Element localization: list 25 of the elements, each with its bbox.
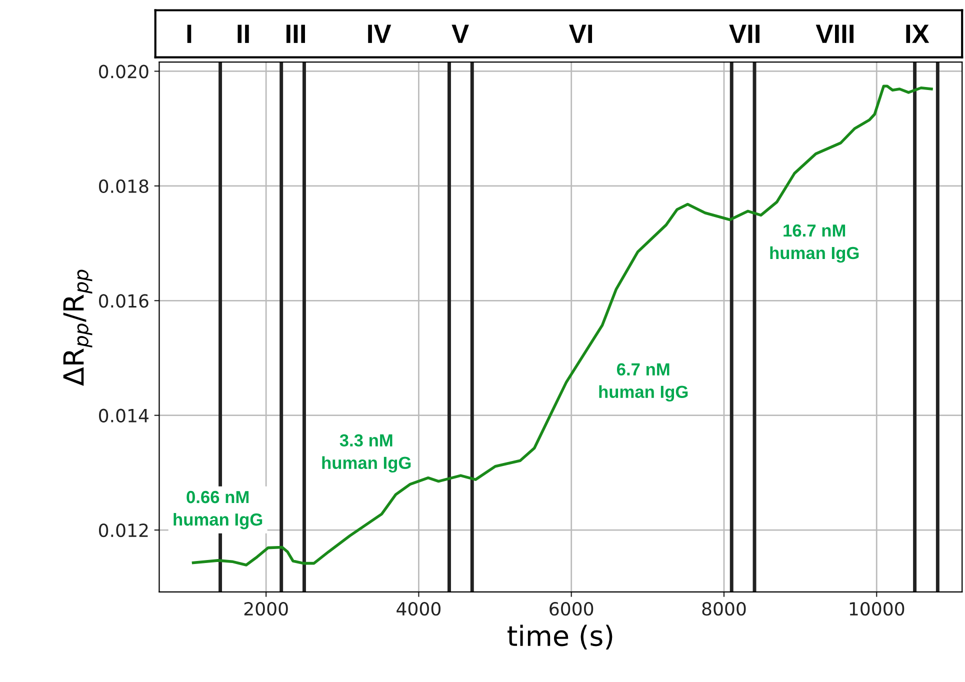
y-tick-label: 0.018 bbox=[99, 179, 148, 194]
y-tick-label: 0.020 bbox=[99, 64, 148, 78]
text: IX bbox=[906, 24, 930, 43]
y-tick-label: 0.016 bbox=[99, 294, 148, 308]
text: I bbox=[187, 24, 192, 43]
text: II bbox=[238, 24, 249, 43]
y-axis-title: ΔR$_{pp}$/R$_{pp}$ bbox=[63, 270, 92, 386]
text: IV bbox=[368, 24, 392, 43]
annotation: 3.3 nM human IgG bbox=[322, 434, 411, 473]
x-tick-label: 10000 bbox=[850, 602, 904, 616]
text: III bbox=[286, 24, 305, 43]
annotation: 0.66 nM human IgG bbox=[174, 490, 262, 530]
text: VIII bbox=[816, 24, 854, 43]
text: VI bbox=[569, 24, 592, 43]
x-tick-label: 2000 bbox=[244, 602, 288, 616]
text: VII bbox=[729, 24, 760, 43]
x-tick-label: 6000 bbox=[550, 602, 594, 616]
y-tick-label: 0.012 bbox=[99, 523, 148, 538]
annotation: 6.7 nM human IgG bbox=[599, 363, 688, 402]
annotation: 16.7 nM human IgG bbox=[770, 224, 859, 263]
x-tick-label: 4000 bbox=[396, 602, 440, 616]
x-tick-label: 8000 bbox=[702, 602, 746, 616]
x-axis-title: time (s) bbox=[508, 624, 612, 650]
text: V bbox=[452, 24, 469, 43]
y-tick-label: 0.014 bbox=[99, 408, 148, 422]
